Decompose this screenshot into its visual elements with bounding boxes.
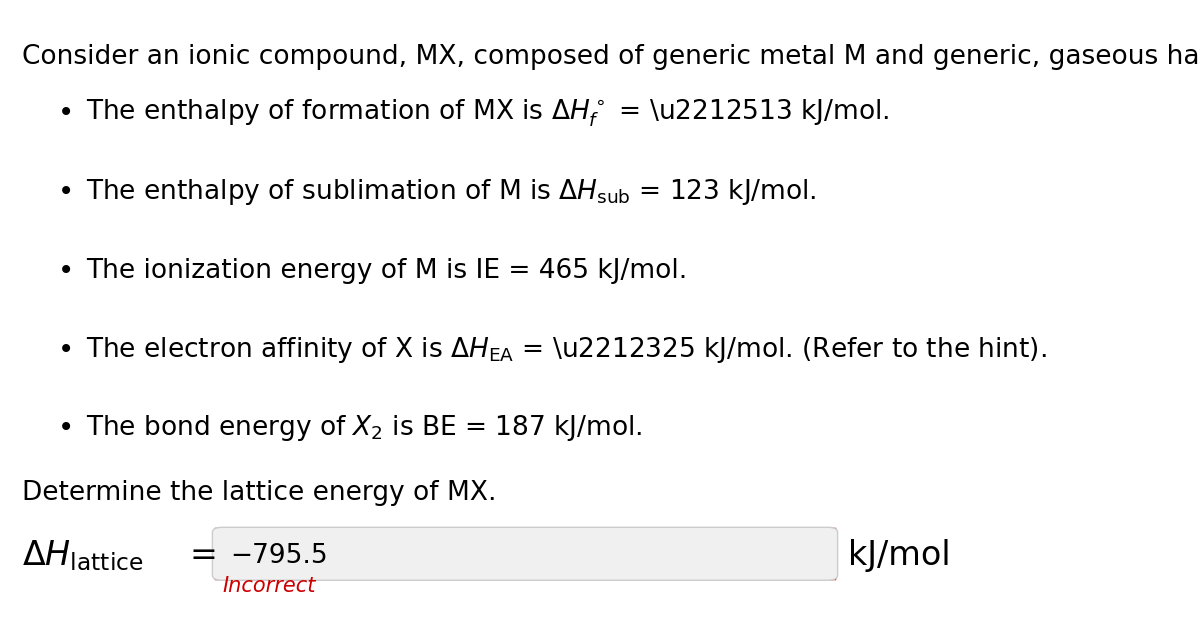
Text: •: •: [58, 100, 74, 127]
Text: Incorrect: Incorrect: [222, 576, 316, 596]
Text: The enthalpy of sublimation of M is $\Delta H_{\rm sub}$ = 123 kJ/mol.: The enthalpy of sublimation of M is $\De…: [86, 177, 817, 207]
Text: •: •: [58, 178, 74, 206]
Text: The enthalpy of formation of MX is $\Delta H_f^\circ$ = \u2212513 kJ/mol.: The enthalpy of formation of MX is $\Del…: [86, 98, 890, 129]
Text: The ionization energy of M is IE = 465 kJ/mol.: The ionization energy of M is IE = 465 k…: [86, 258, 688, 284]
Text: •: •: [58, 257, 74, 285]
Text: •: •: [58, 415, 74, 442]
Text: $\Delta H_{\rm lattice}$: $\Delta H_{\rm lattice}$: [22, 538, 143, 573]
Text: kJ/mol: kJ/mol: [848, 539, 952, 572]
Text: The bond energy of $X_2$ is BE = 187 kJ/mol.: The bond energy of $X_2$ is BE = 187 kJ/…: [86, 413, 643, 444]
Text: Determine the lattice energy of MX.: Determine the lattice energy of MX.: [22, 479, 496, 506]
Text: Consider an ionic compound, MX, composed of generic metal M and generic, gaseous: Consider an ionic compound, MX, composed…: [22, 44, 1200, 70]
Text: −795.5: −795.5: [230, 542, 328, 569]
Text: The electron affinity of X is $\Delta H_{\rm EA}$ = \u2212325 kJ/mol. (Refer to : The electron affinity of X is $\Delta H_…: [86, 335, 1048, 365]
Text: =: =: [190, 539, 217, 572]
Text: •: •: [58, 336, 74, 364]
